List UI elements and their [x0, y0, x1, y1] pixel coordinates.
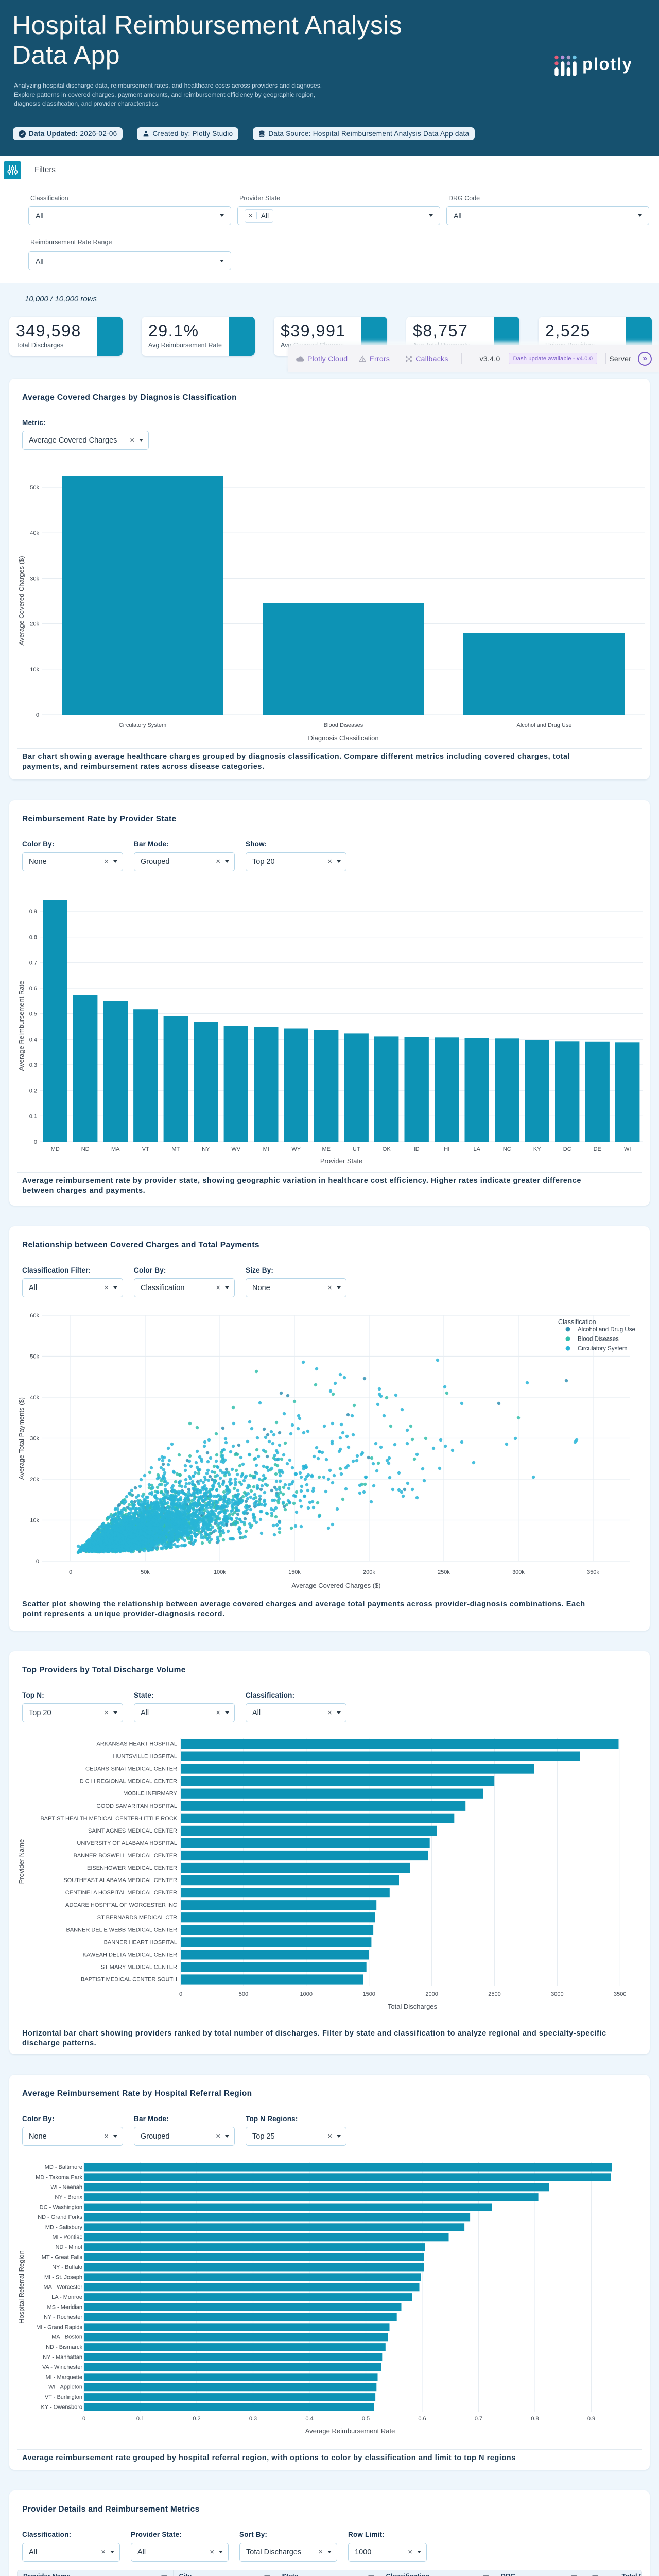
svg-text:40k: 40k	[30, 1395, 39, 1401]
svg-text:20k: 20k	[30, 621, 39, 628]
svg-text:Diagnosis Classification: Diagnosis Classification	[308, 734, 378, 742]
svg-text:0: 0	[36, 712, 39, 718]
svg-text:DC: DC	[563, 1146, 571, 1153]
svg-text:ID: ID	[414, 1146, 420, 1153]
svg-text:ME: ME	[322, 1146, 331, 1153]
svg-text:Blood Diseases: Blood Diseases	[324, 722, 363, 728]
svg-text:0.3: 0.3	[29, 1062, 37, 1069]
svg-text:WY: WY	[291, 1146, 301, 1153]
svg-text:350k: 350k	[587, 1569, 599, 1575]
svg-text:HI: HI	[444, 1146, 449, 1153]
svg-text:MT: MT	[171, 1146, 180, 1153]
svg-text:200k: 200k	[363, 1569, 375, 1575]
svg-text:60k: 60k	[30, 1313, 39, 1319]
svg-text:0.4: 0.4	[29, 1037, 37, 1043]
svg-text:plotly: plotly	[582, 55, 631, 74]
svg-text:300k: 300k	[512, 1569, 525, 1575]
svg-text:DE: DE	[594, 1146, 601, 1153]
svg-text:10k: 10k	[30, 1518, 39, 1524]
svg-text:0: 0	[34, 1139, 37, 1145]
svg-text:0.8: 0.8	[29, 935, 37, 941]
svg-text:MI: MI	[263, 1146, 269, 1153]
svg-text:0.7: 0.7	[29, 960, 37, 966]
svg-text:0.9: 0.9	[29, 909, 37, 915]
svg-text:Average Covered Charges ($): Average Covered Charges ($)	[18, 556, 25, 645]
svg-text:KY: KY	[533, 1146, 541, 1153]
svg-text:0.6: 0.6	[29, 986, 37, 992]
svg-text:OK: OK	[383, 1146, 391, 1153]
svg-text:10k: 10k	[30, 667, 39, 673]
svg-text:Average Covered Charges ($): Average Covered Charges ($)	[291, 1582, 380, 1589]
svg-text:WV: WV	[231, 1146, 240, 1153]
svg-text:MD: MD	[51, 1146, 60, 1153]
svg-text:Average Reimbursement Rate: Average Reimbursement Rate	[18, 981, 25, 1071]
svg-text:50k: 50k	[30, 1354, 39, 1360]
svg-text:Circulatory System: Circulatory System	[119, 722, 166, 728]
svg-text:UT: UT	[353, 1146, 360, 1153]
svg-text:40k: 40k	[30, 530, 39, 536]
svg-text:0.5: 0.5	[29, 1011, 37, 1018]
svg-text:50k: 50k	[141, 1569, 150, 1575]
svg-text:WI: WI	[624, 1146, 631, 1153]
svg-text:LA: LA	[474, 1146, 481, 1153]
svg-text:30k: 30k	[30, 1436, 39, 1442]
svg-text:ND: ND	[81, 1146, 90, 1153]
svg-text:0.2: 0.2	[29, 1088, 37, 1094]
svg-text:250k: 250k	[438, 1569, 450, 1575]
svg-text:100k: 100k	[214, 1569, 226, 1575]
svg-text:NY: NY	[202, 1146, 210, 1153]
svg-text:30k: 30k	[30, 575, 39, 582]
svg-text:NC: NC	[503, 1146, 511, 1153]
svg-text:MA: MA	[111, 1146, 120, 1153]
svg-text:Provider State: Provider State	[320, 1157, 362, 1165]
svg-text:0: 0	[69, 1569, 72, 1575]
svg-text:20k: 20k	[30, 1477, 39, 1483]
svg-text:VT: VT	[142, 1146, 149, 1153]
svg-text:0: 0	[36, 1558, 39, 1565]
svg-text:150k: 150k	[288, 1569, 301, 1575]
svg-text:Alcohol and Drug Use: Alcohol and Drug Use	[516, 722, 571, 728]
svg-text:0.1: 0.1	[29, 1113, 37, 1120]
svg-text:Average Total Payments ($): Average Total Payments ($)	[18, 1397, 25, 1480]
svg-text:50k: 50k	[30, 485, 39, 491]
